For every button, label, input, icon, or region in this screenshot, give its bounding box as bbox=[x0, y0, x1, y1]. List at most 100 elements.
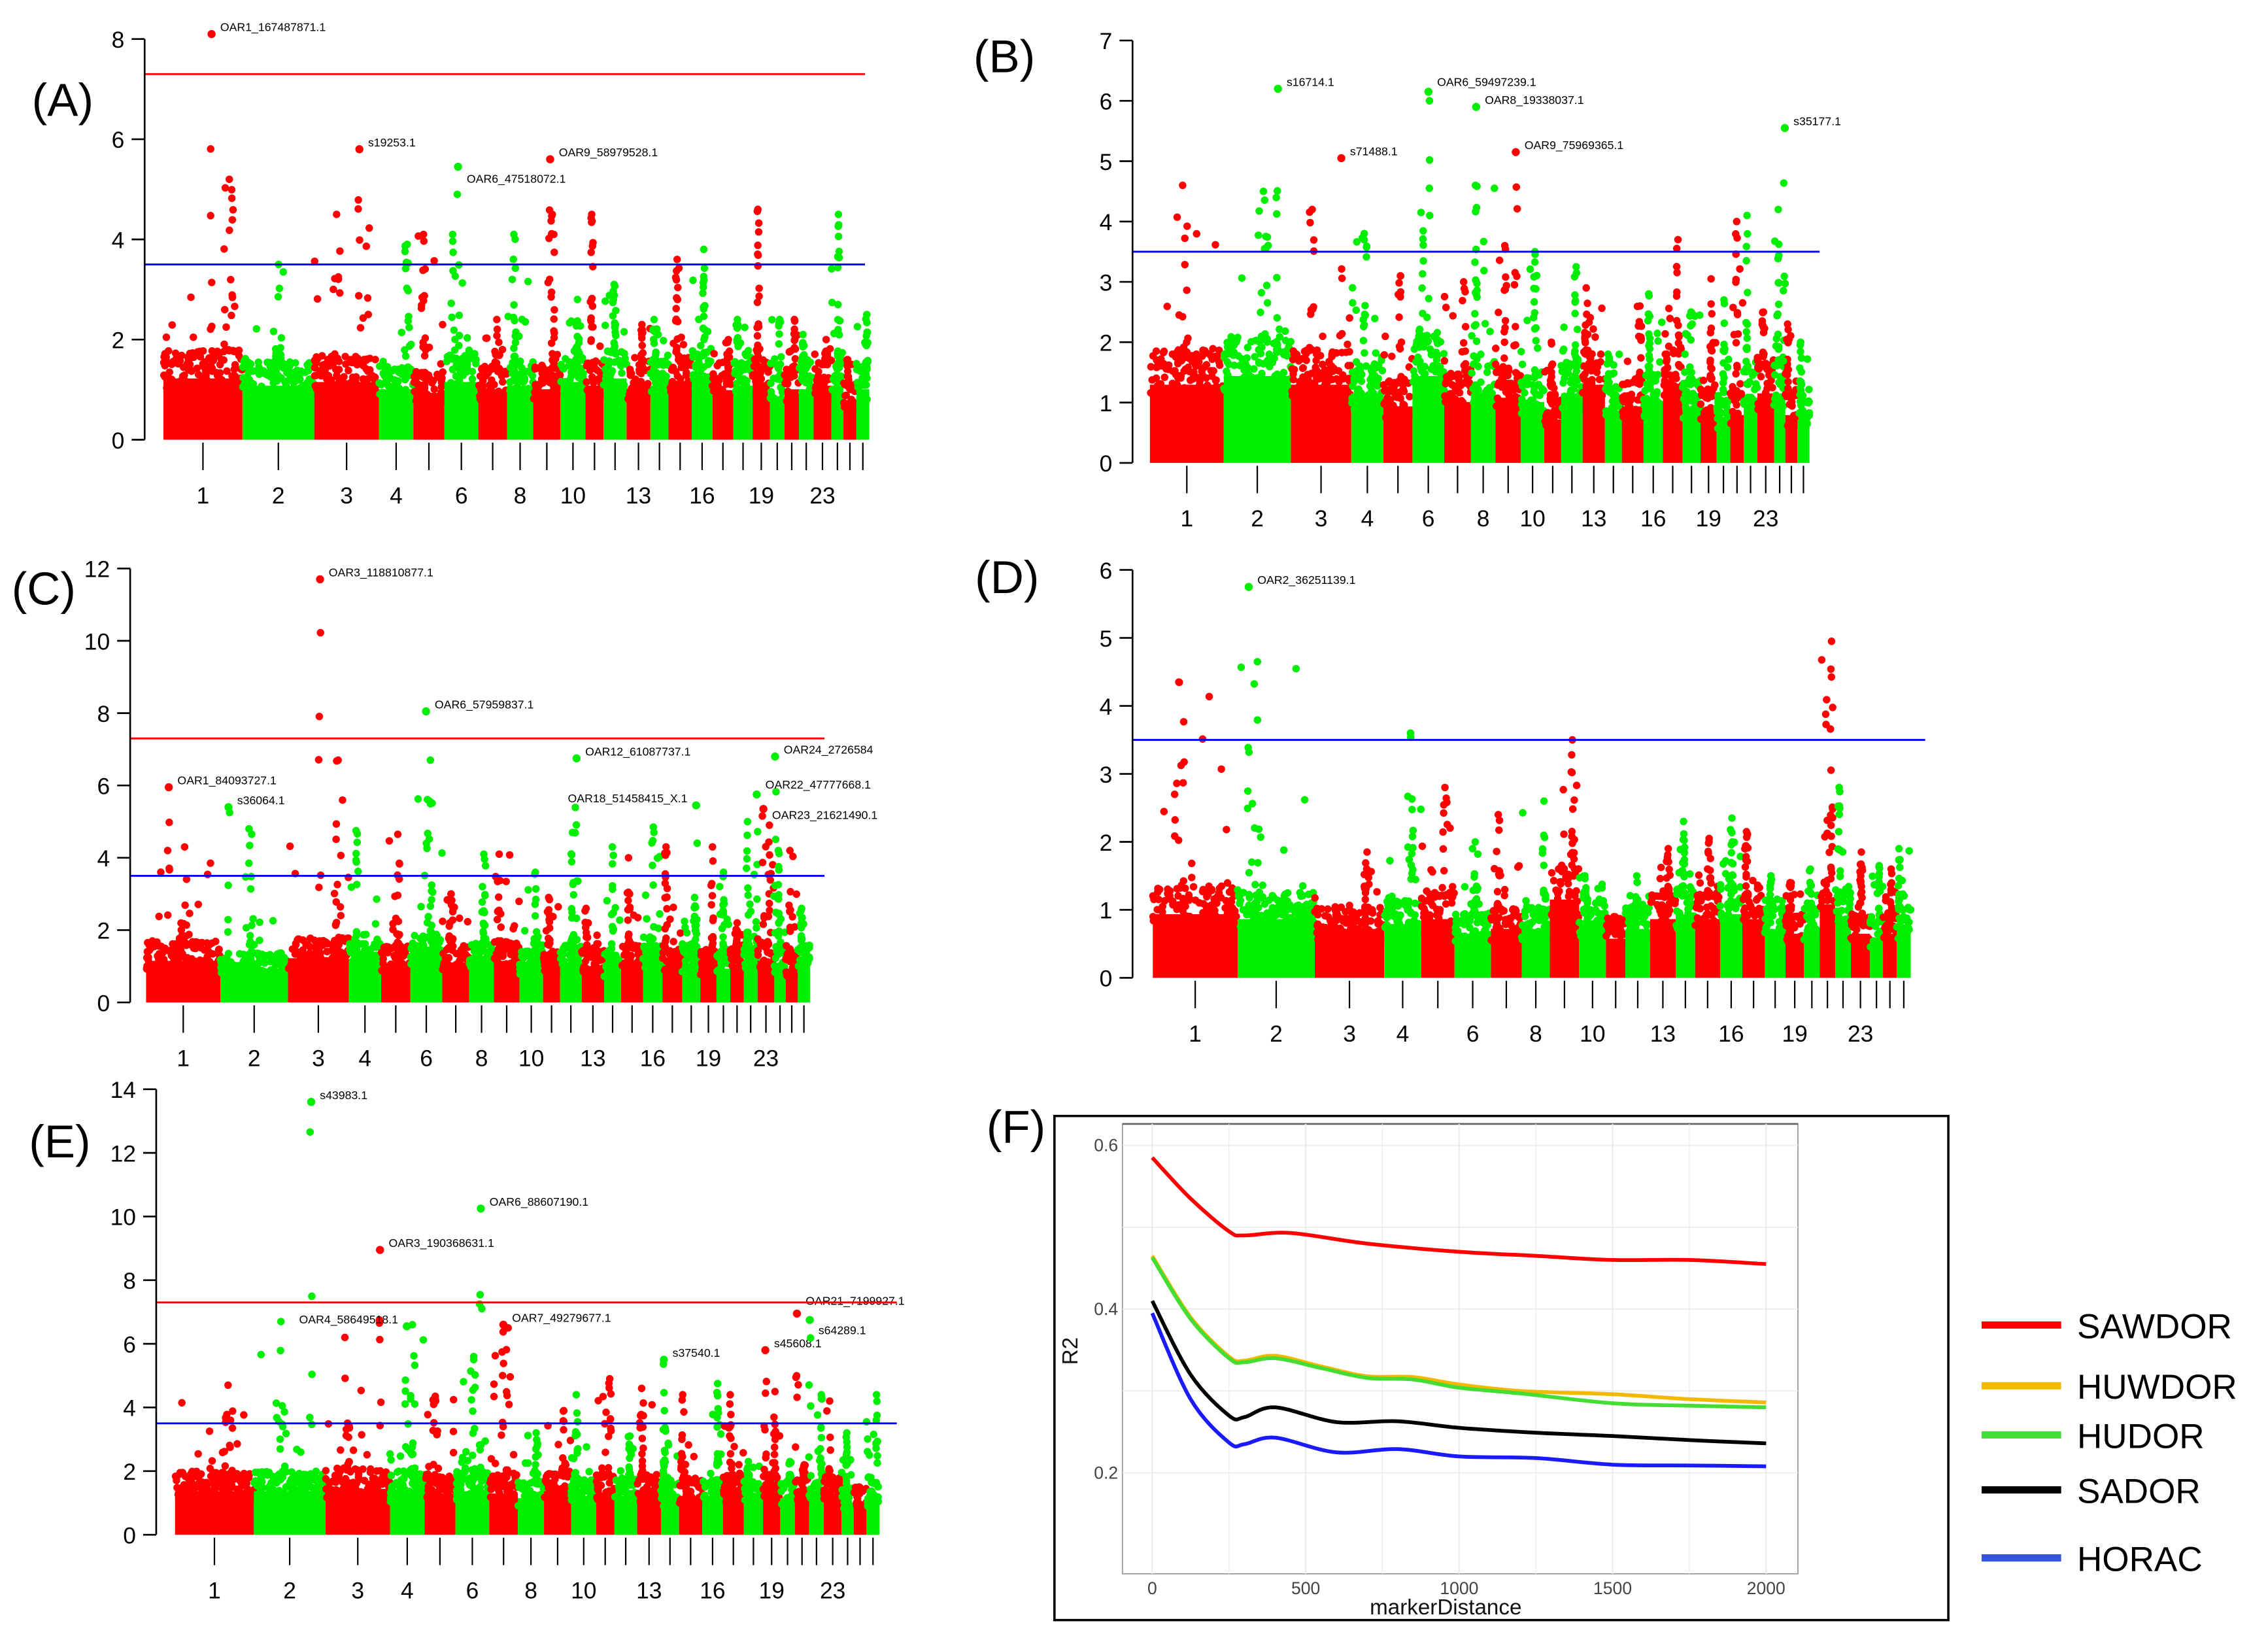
snp-point bbox=[589, 239, 597, 247]
snp-point bbox=[1319, 360, 1327, 369]
snp-point bbox=[672, 267, 681, 275]
snp-point bbox=[430, 385, 438, 394]
snp-point bbox=[437, 383, 445, 391]
snp-point bbox=[305, 375, 313, 383]
snp-point bbox=[187, 293, 195, 301]
snp-point bbox=[1446, 390, 1454, 398]
snp-point bbox=[472, 940, 480, 947]
snp-point bbox=[494, 937, 502, 945]
snp-point bbox=[1328, 375, 1336, 384]
snp-point bbox=[647, 936, 656, 944]
snp-point bbox=[177, 926, 186, 934]
snp-point bbox=[380, 944, 388, 951]
snp-point bbox=[508, 369, 516, 377]
snp-point bbox=[1774, 205, 1782, 214]
snp-point bbox=[1153, 362, 1162, 369]
snp-point bbox=[253, 970, 261, 979]
snp-point bbox=[550, 388, 558, 397]
snp-point bbox=[331, 354, 339, 362]
snp-point bbox=[1368, 369, 1377, 378]
x-tick-label: 6 bbox=[1422, 506, 1435, 532]
snp-point bbox=[1427, 387, 1435, 396]
snp-point bbox=[438, 849, 446, 857]
snp-point bbox=[1602, 407, 1610, 415]
snp-point bbox=[1278, 349, 1287, 356]
snp-point bbox=[511, 316, 518, 325]
snp-point bbox=[1784, 378, 1792, 386]
snp-label: s16714.1 bbox=[1287, 75, 1334, 88]
snp-label: OAR6_59497239.1 bbox=[1437, 76, 1536, 90]
snp-point bbox=[1338, 330, 1346, 338]
snp-point bbox=[672, 305, 680, 313]
snp-point bbox=[1227, 333, 1235, 341]
x-tick-label: 4 bbox=[390, 483, 403, 509]
snp-point bbox=[1774, 254, 1782, 263]
snp-point bbox=[1236, 362, 1244, 369]
snp-point bbox=[380, 964, 388, 972]
snp-point bbox=[531, 912, 539, 920]
snp-point bbox=[1381, 332, 1389, 341]
snp-point bbox=[256, 918, 263, 927]
snp-point bbox=[332, 835, 340, 844]
snp-point bbox=[1513, 205, 1521, 213]
snp-point bbox=[1352, 358, 1361, 366]
snp-point bbox=[1227, 392, 1236, 400]
snp-point bbox=[1666, 315, 1674, 322]
snp-point bbox=[588, 294, 596, 303]
snp-point bbox=[662, 937, 669, 946]
snp-label: s35177.1 bbox=[1793, 114, 1841, 128]
snp-point bbox=[398, 328, 406, 337]
snp-point bbox=[1255, 358, 1263, 366]
snp-point bbox=[178, 372, 187, 381]
snp-point bbox=[1689, 390, 1697, 398]
snp-point bbox=[352, 849, 360, 858]
snp-point bbox=[509, 255, 517, 264]
snp-point bbox=[450, 965, 459, 974]
snp-point bbox=[1274, 383, 1281, 390]
snp-point bbox=[843, 356, 852, 364]
snp-point bbox=[1548, 424, 1557, 432]
snp-point bbox=[1585, 386, 1593, 394]
snp-point bbox=[228, 186, 236, 194]
snp-point bbox=[1370, 389, 1378, 398]
snp-point bbox=[550, 315, 558, 323]
snp-point bbox=[600, 972, 609, 980]
snp-point bbox=[1349, 299, 1357, 307]
snp-point bbox=[481, 862, 490, 870]
snp-point bbox=[1656, 358, 1664, 366]
snp-point bbox=[661, 925, 669, 933]
snp-point bbox=[379, 390, 386, 398]
snp-point bbox=[155, 955, 163, 964]
snp-point bbox=[1548, 398, 1556, 407]
snp-point bbox=[292, 959, 300, 966]
snp-point bbox=[805, 385, 814, 393]
snp-point bbox=[663, 905, 671, 913]
snp-point bbox=[1168, 379, 1177, 388]
snp-point bbox=[723, 350, 731, 358]
snp-point bbox=[447, 901, 456, 909]
snp-point bbox=[333, 372, 341, 381]
snp-point bbox=[611, 358, 618, 366]
snp-point bbox=[1447, 369, 1455, 378]
snp-point bbox=[359, 940, 367, 948]
snp-point bbox=[1666, 392, 1674, 400]
snp-point bbox=[212, 937, 220, 946]
snp-point bbox=[1366, 375, 1374, 384]
snp-point bbox=[177, 919, 185, 927]
snp-point bbox=[446, 936, 454, 944]
snp-point bbox=[172, 386, 180, 394]
top-snp-point bbox=[1424, 88, 1433, 96]
snp-density-block bbox=[831, 385, 844, 440]
snp-point bbox=[1742, 328, 1751, 336]
snp-point bbox=[587, 316, 595, 324]
snp-point bbox=[1411, 372, 1419, 381]
snp-point bbox=[1473, 286, 1481, 294]
snp-point bbox=[494, 893, 503, 901]
snp-point bbox=[464, 917, 472, 926]
snp-point bbox=[783, 379, 792, 388]
snp-point bbox=[1560, 323, 1568, 332]
snp-point bbox=[833, 388, 841, 396]
snp-point bbox=[1191, 385, 1198, 394]
snp-point bbox=[495, 338, 503, 347]
snp-point bbox=[499, 378, 507, 386]
